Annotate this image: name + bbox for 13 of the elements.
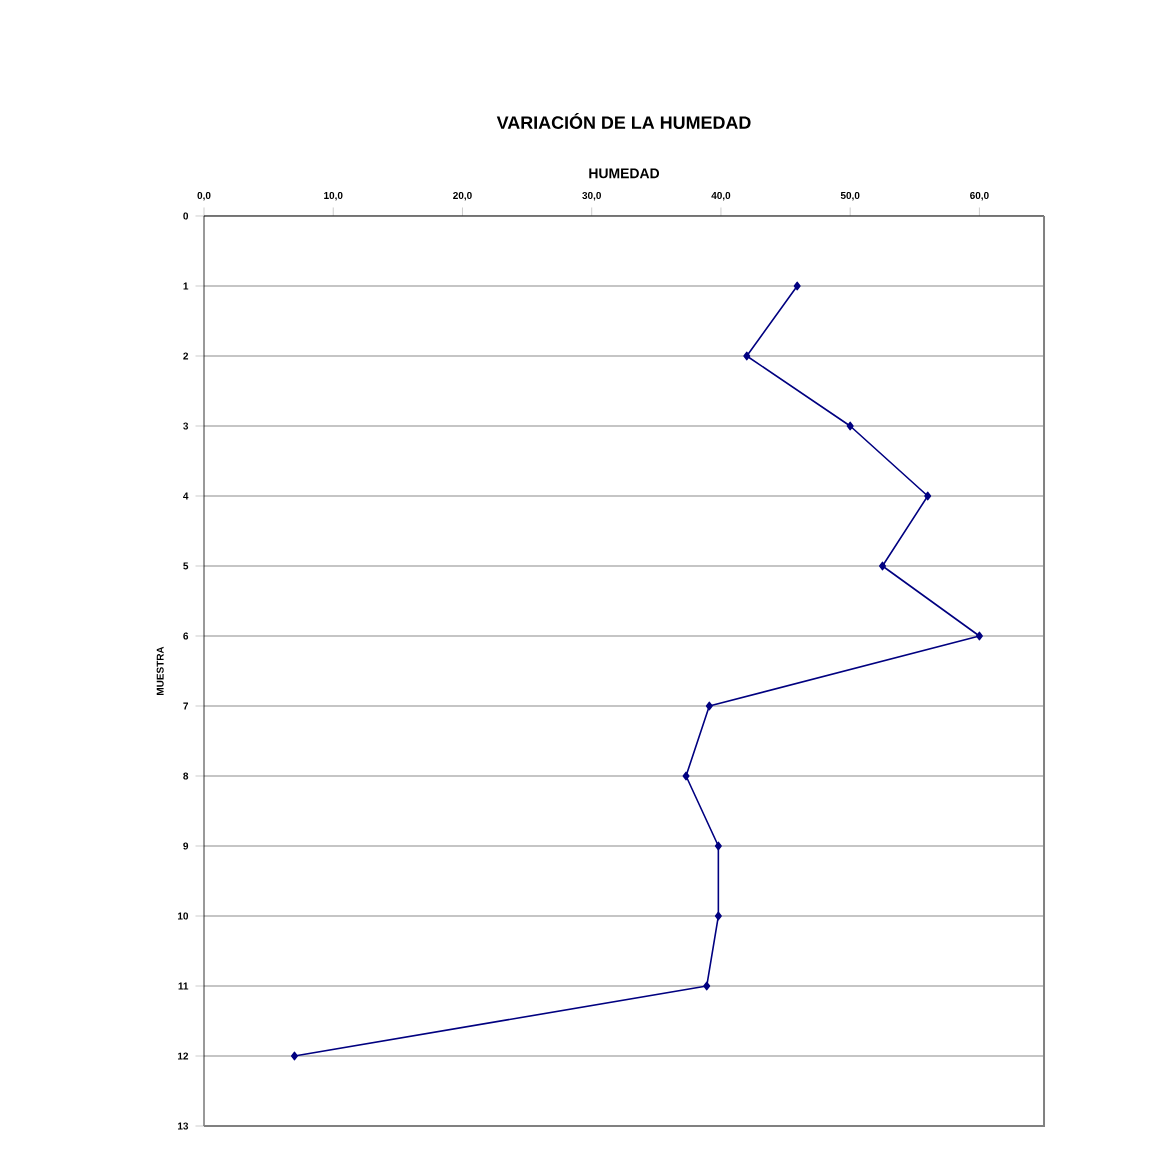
- point: [714, 911, 722, 921]
- point: [703, 981, 711, 991]
- point: [975, 631, 983, 641]
- point: [793, 281, 801, 291]
- point: [879, 561, 886, 571]
- point: [924, 491, 932, 501]
- chart-title: VARIACIÓN DE LA HUMEDAD: [496, 112, 751, 129]
- point: [846, 421, 854, 431]
- point: [714, 841, 722, 851]
- point: [682, 771, 690, 781]
- point: [290, 1051, 298, 1061]
- point: [743, 351, 751, 361]
- point: [705, 701, 713, 711]
